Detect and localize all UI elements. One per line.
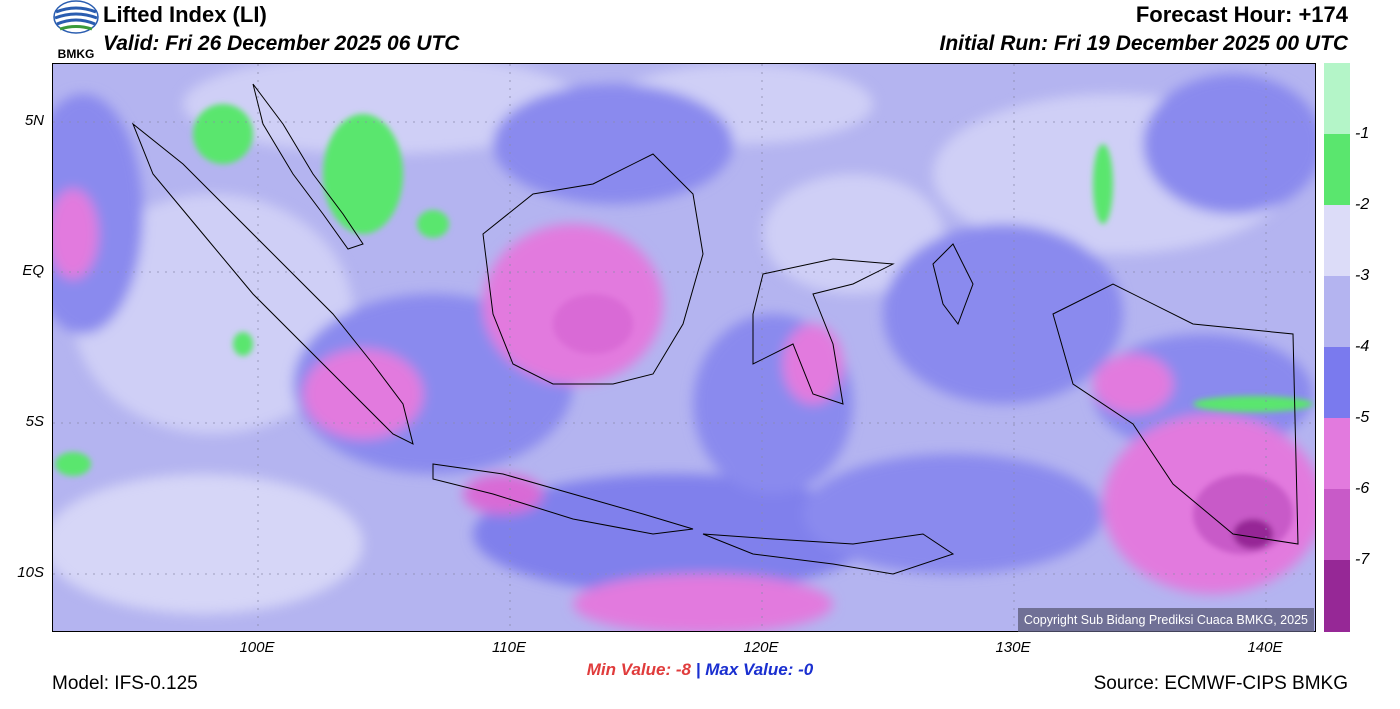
- legend-swatch-3: [1324, 276, 1350, 347]
- sumatra-coast: [131, 122, 414, 445]
- min-max-separator: |: [695, 660, 701, 679]
- graticule: [53, 64, 1315, 631]
- logo-text: BMKG: [58, 47, 95, 60]
- min-max-values: Min Value: -8 | Max Value: -0: [0, 660, 1400, 680]
- lon-label-140e: 140E: [1247, 639, 1283, 656]
- legend-swatch-5: [1324, 418, 1350, 489]
- malay-peninsula-coast: [252, 83, 364, 250]
- lifted-index-map: [52, 63, 1316, 632]
- new-guinea-coast: [1052, 283, 1299, 545]
- legend-swatch-6: [1324, 489, 1350, 560]
- legend-swatch-2: [1324, 205, 1350, 276]
- lon-label-100e: 100E: [239, 639, 275, 656]
- bmkg-logo-icon: BMKG: [52, 0, 100, 61]
- legend-label: -3: [1355, 267, 1370, 284]
- max-value: Max Value: -0: [705, 660, 814, 679]
- borneo-coast: [482, 153, 704, 385]
- model-label: Model: IFS-0.125: [52, 673, 198, 694]
- copyright-notice: Copyright Sub Bidang Prediksi Cuaca BMKG…: [1017, 608, 1314, 632]
- legend-label: -2: [1355, 196, 1370, 213]
- lon-label-120e: 120E: [743, 639, 779, 656]
- legend-swatch-7: [1324, 560, 1350, 632]
- legend-label: -5: [1355, 409, 1370, 426]
- java-coast: [432, 463, 694, 535]
- lat-label-5n: 5N: [24, 112, 44, 129]
- valid-time: Valid: Fri 26 December 2025 06 UTC: [103, 32, 460, 55]
- legend-swatch-1: [1324, 134, 1350, 205]
- min-value: Min Value: -8: [586, 660, 691, 679]
- lat-label-eq: EQ: [22, 262, 44, 279]
- initial-run: Initial Run: Fri 19 December 2025 00 UTC: [939, 32, 1348, 55]
- nusa-tenggara-coast: [702, 533, 955, 575]
- lat-label-5s: 5S: [25, 413, 44, 430]
- legend-label: -1: [1355, 125, 1370, 142]
- halmahera-coast: [932, 243, 974, 326]
- legend-swatch-4: [1324, 347, 1350, 418]
- legend-colorbar: [1324, 63, 1350, 632]
- sulawesi-coast: [752, 258, 895, 405]
- li-field-strong: [553, 294, 1293, 554]
- map-title: Lifted Index (LI): [103, 2, 267, 27]
- legend-label: -7: [1355, 551, 1370, 568]
- lat-label-10s: 10S: [17, 564, 44, 581]
- legend-label: -6: [1355, 480, 1370, 497]
- legend-swatch-0: [1324, 63, 1350, 134]
- legend-label: -4: [1355, 338, 1370, 355]
- lon-label-130e: 130E: [995, 639, 1031, 656]
- source-label: Source: ECMWF-CIPS BMKG: [1093, 673, 1348, 694]
- coastlines: [131, 83, 1299, 575]
- forecast-hour: Forecast Hour: +174: [1135, 2, 1348, 27]
- lon-label-110e: 110E: [492, 639, 526, 656]
- li-field-green: [55, 104, 1313, 476]
